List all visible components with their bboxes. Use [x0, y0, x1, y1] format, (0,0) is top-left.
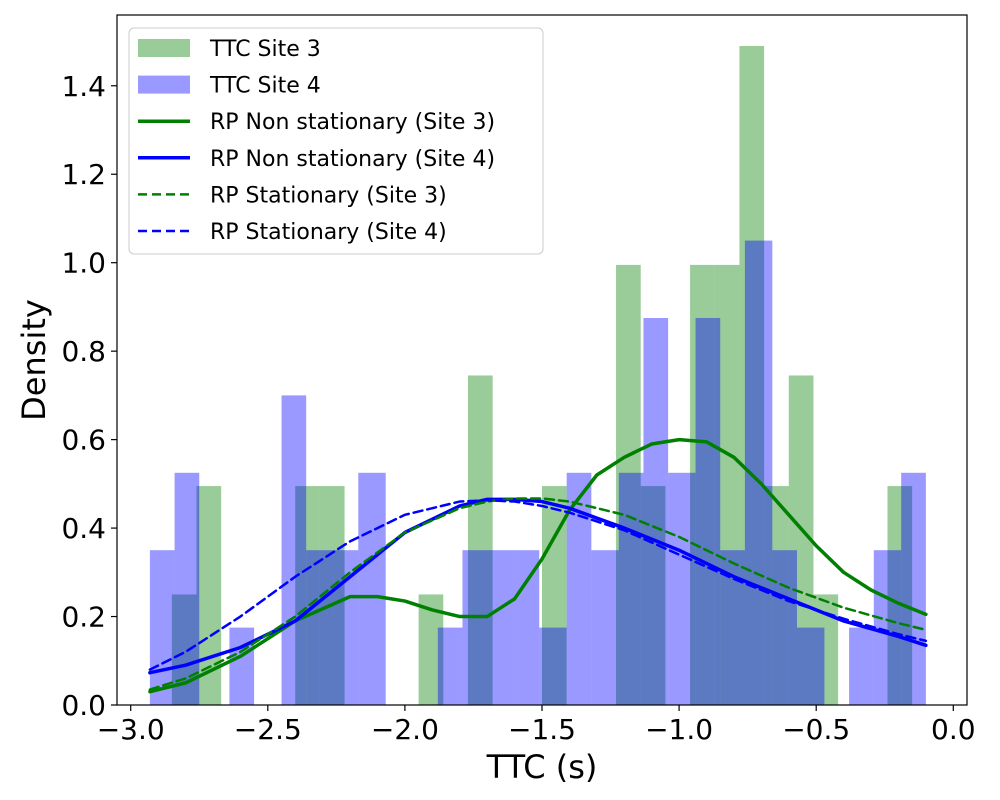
legend-swatch-0 [138, 39, 190, 57]
histogram-bar-site4-1 [174, 472, 200, 705]
histogram-bar-site4-15 [643, 317, 669, 705]
histogram-bar-site4-2 [229, 627, 255, 705]
histogram-bar-site4-3 [281, 395, 307, 705]
legend-label-5: RP Stationary (Site 4) [210, 220, 447, 245]
x-tick-label-2: −2.0 [371, 713, 439, 746]
y-axis-title: Density [15, 299, 53, 421]
histogram-bar-site4-20 [772, 550, 797, 705]
y-tick-label-6: 1.2 [61, 158, 106, 191]
x-tick-label-3: −1.5 [508, 713, 576, 746]
y-tick-label-1: 0.2 [61, 601, 106, 634]
histogram-bar-site4-4 [306, 550, 334, 705]
legend-box [128, 27, 544, 255]
legend-label-3: RP Non stationary (Site 4) [210, 147, 495, 172]
legend-label-1: TTC Site 4 [209, 74, 321, 99]
legend-swatch-1 [138, 75, 190, 94]
y-tick-label-4: 0.8 [61, 335, 106, 368]
histogram-bar-site4-21 [797, 627, 825, 705]
histogram-bar-site4-16 [668, 472, 696, 705]
x-tick-label-6: 0.0 [931, 713, 976, 746]
x-tick-label-0: −3.0 [97, 713, 165, 746]
x-tick-label-5: −0.5 [782, 713, 850, 746]
histogram-bar-site3-2 [295, 486, 320, 705]
histogram-bar-site4-23 [873, 550, 902, 705]
histogram-bar-site3-11 [739, 45, 765, 705]
density-line-0 [148, 437, 928, 694]
legend-label-2: RP Non stationary (Site 3) [210, 110, 495, 135]
y-tick-label-5: 1.0 [61, 247, 106, 280]
histogram-bar-site4-11 [539, 627, 567, 705]
histogram-bar-site3-10 [714, 264, 740, 705]
histogram-bar-site4-6 [358, 472, 386, 705]
x-axis-ticks: −3.0 −2.5 −2.0 −1.5 −1.0 −0.5 0.0 [97, 705, 976, 746]
x-axis-title: TTC (s) [486, 748, 598, 786]
y-tick-label-0: 0.0 [61, 689, 106, 722]
legend-label-0: TTC Site 3 [209, 37, 321, 62]
histogram-bar-site3-7 [616, 264, 641, 705]
density-line-2 [148, 497, 928, 691]
density-line-3 [148, 498, 928, 671]
histogram-bar-site3-9 [690, 264, 715, 705]
histogram-bar-site4-13 [591, 550, 619, 705]
histogram-bar-site4-7 [437, 627, 463, 705]
legend-label-4: RP Stationary (Site 3) [210, 183, 447, 208]
density-line-1 [148, 497, 928, 675]
histogram-bar-site4-17 [695, 317, 721, 705]
histogram-bar-site4-22 [849, 627, 874, 705]
histogram-bar-site4-0 [149, 550, 175, 705]
x-tick-label-1: −2.5 [234, 713, 302, 746]
histogram-bar-site4-24 [901, 472, 926, 705]
histogram-bar-site4-10 [514, 550, 540, 705]
x-tick-label-4: −1.0 [645, 713, 713, 746]
histogram-bar-site4-8 [462, 550, 490, 705]
histogram-bar-site3-15 [887, 486, 913, 705]
histogram-bar-site4-9 [489, 550, 515, 705]
histogram-bar-site4-14 [618, 472, 644, 705]
histogram-bar-site3-5 [467, 375, 493, 705]
density-lines [148, 437, 928, 694]
y-tick-label-3: 0.6 [61, 424, 106, 457]
legend: TTC Site 3 TTC Site 4 RP Non stationary (S… [128, 27, 544, 255]
y-tick-label-2: 0.4 [61, 512, 106, 545]
y-tick-label-7: 1.4 [61, 70, 106, 103]
y-axis-ticks: 0.0 0.2 0.4 0.6 0.8 1.0 1.2 1.4 [61, 70, 117, 722]
